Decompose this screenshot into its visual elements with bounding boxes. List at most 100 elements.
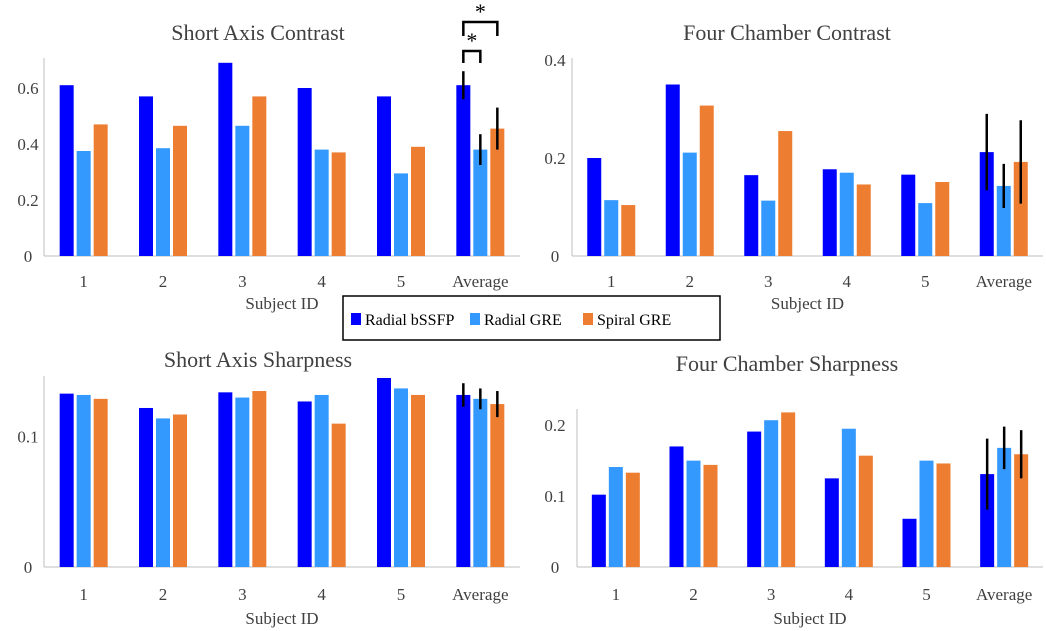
short-axis-sharpness-y-tick-label: 0 xyxy=(24,558,33,577)
legend: Radial bSSFP Radial GRE Spiral GRE xyxy=(342,295,721,341)
short-axis-sharpness-bar-radial-gre xyxy=(314,394,329,567)
four-chamber-contrast-bar-radial-gre xyxy=(682,152,697,256)
four-chamber-contrast-x-tick-label: 2 xyxy=(686,272,695,291)
four-chamber-sharpness-y-tick-label: 0.1 xyxy=(544,487,565,506)
four-chamber-sharpness-bar-radial-bssfp xyxy=(591,494,606,567)
four-chamber-sharpness-title: Four Chamber Sharpness xyxy=(676,351,898,376)
short-axis-sharpness-bar-radial-gre xyxy=(235,397,250,567)
short-axis-contrast-bar-spiral-gre xyxy=(173,125,187,256)
short-axis-contrast-bar-radial-bssfp xyxy=(456,85,471,256)
short-axis-contrast-bar-radial-gre xyxy=(314,149,329,256)
four-chamber-contrast-bar-spiral-gre xyxy=(621,205,636,256)
legend-label-radial-bssfp: Radial bSSFP xyxy=(365,312,454,329)
four-chamber-contrast-x-tick-label: 5 xyxy=(921,272,930,291)
four-chamber-sharpness-chart: Four Chamber Sharpness 0 0.1 0.2 1 2 3 4 5 Averag… xyxy=(544,351,1043,628)
legend-label-spiral-gre: Spiral GRE xyxy=(597,312,671,329)
four-chamber-sharpness-x-tick-label: 5 xyxy=(922,585,931,604)
short-axis-sharpness-bar-radial-gre xyxy=(473,398,488,567)
short-axis-sharpness-x-tick-label: 5 xyxy=(397,585,406,604)
legend-label-radial-gre: Radial GRE xyxy=(484,312,562,329)
four-chamber-contrast-bar-radial-gre xyxy=(996,185,1011,256)
four-chamber-sharpness-bar-radial-gre xyxy=(841,428,856,567)
short-axis-contrast-x-axis-label: Subject ID xyxy=(245,294,318,313)
legend-swatch-spiral-gre xyxy=(583,313,593,325)
four-chamber-sharpness-bar-spiral-gre xyxy=(858,455,873,567)
short-axis-contrast-bar-radial-bssfp xyxy=(218,62,233,256)
short-axis-contrast-significance-bracket xyxy=(462,49,482,63)
four-chamber-sharpness-bar-radial-bssfp xyxy=(902,518,917,567)
four-chamber-sharpness-x-tick-label: Average xyxy=(976,585,1032,604)
four-chamber-sharpness-bar-radial-gre xyxy=(608,467,623,567)
short-axis-contrast-title: Short Axis Contrast xyxy=(171,20,345,45)
short-axis-contrast-bar-spiral-gre xyxy=(331,152,346,256)
four-chamber-contrast-bar-radial-gre xyxy=(918,203,933,256)
short-axis-contrast-bar-radial-bssfp xyxy=(59,85,74,256)
short-axis-contrast-bar-radial-gre xyxy=(76,151,91,256)
short-axis-sharpness-x-tick-label: 1 xyxy=(79,585,88,604)
four-chamber-contrast-y-tick-label: 0 xyxy=(551,247,560,266)
four-chamber-contrast-bar-spiral-gre xyxy=(856,184,871,256)
short-axis-sharpness-chart: Short Axis Sharpness 0 0.1 1 2 3 4 5 Average Subj… xyxy=(17,347,520,628)
short-axis-contrast-x-tick-label: 2 xyxy=(159,272,168,291)
short-axis-sharpness-y-tick-label: 0.1 xyxy=(17,428,38,447)
four-chamber-sharpness-bar-spiral-gre xyxy=(781,412,796,567)
short-axis-sharpness-x-tick-label: 3 xyxy=(238,585,247,604)
short-axis-contrast-y-tick-label: 0.6 xyxy=(17,79,38,98)
four-chamber-contrast-bar-radial-bssfp xyxy=(901,174,916,256)
short-axis-contrast-bar-radial-bssfp xyxy=(297,88,312,256)
four-chamber-contrast-bar-spiral-gre xyxy=(935,182,950,256)
short-axis-sharpness-x-tick-label: 2 xyxy=(159,585,168,604)
four-chamber-sharpness-x-tick-label: 3 xyxy=(767,585,776,604)
four-chamber-sharpness-bar-spiral-gre xyxy=(1014,454,1029,567)
four-chamber-contrast-bar-radial-gre xyxy=(839,172,854,256)
four-chamber-sharpness-x-tick-label: 4 xyxy=(845,585,854,604)
four-chamber-sharpness-y-tick-label: 0 xyxy=(551,558,560,577)
chart-panels: Short Axis Contrast 0 0.2 0.4 0.6 1 2 3 4 5 Averag… xyxy=(17,0,1043,628)
short-axis-sharpness-bar-spiral-gre xyxy=(93,398,108,567)
short-axis-sharpness-bar-spiral-gre xyxy=(411,394,425,567)
short-axis-contrast-y-tick-label: 0.4 xyxy=(17,135,39,154)
four-chamber-contrast-bar-radial-bssfp xyxy=(979,152,994,256)
short-axis-contrast-x-tick-label: 4 xyxy=(317,272,326,291)
short-axis-sharpness-bar-spiral-gre xyxy=(331,423,346,567)
four-chamber-sharpness-bar-radial-gre xyxy=(686,460,701,567)
short-axis-sharpness-bar-spiral-gre xyxy=(252,391,267,567)
legend-box xyxy=(342,295,721,341)
short-axis-sharpness-bar-radial-bssfp xyxy=(59,393,74,567)
short-axis-contrast-significance-star: * xyxy=(475,0,486,24)
legend-swatch-radial-bssfp xyxy=(351,313,361,325)
four-chamber-contrast-x-tick-label: Average xyxy=(976,272,1032,291)
four-chamber-contrast-bar-spiral-gre xyxy=(1013,161,1028,256)
short-axis-contrast-bar-radial-gre xyxy=(156,148,170,256)
four-chamber-contrast-x-tick-label: 1 xyxy=(607,272,616,291)
short-axis-sharpness-title: Short Axis Sharpness xyxy=(164,347,352,372)
short-axis-contrast-bar-spiral-gre xyxy=(252,96,267,257)
short-axis-sharpness-bar-radial-bssfp xyxy=(218,392,233,567)
short-axis-contrast-bar-spiral-gre xyxy=(490,128,505,256)
short-axis-sharpness-x-axis-label: Subject ID xyxy=(245,609,318,628)
short-axis-contrast-y-tick-label: 0.2 xyxy=(17,191,38,210)
four-chamber-contrast-x-axis-label: Subject ID xyxy=(771,294,844,313)
short-axis-sharpness-x-tick-label: Average xyxy=(452,585,508,604)
short-axis-contrast-significance-bracket xyxy=(462,20,499,36)
four-chamber-contrast-bar-radial-gre xyxy=(761,200,776,256)
four-chamber-contrast-bar-radial-bssfp xyxy=(665,84,680,256)
four-chamber-contrast-bar-spiral-gre xyxy=(778,131,793,256)
four-chamber-sharpness-bar-radial-gre xyxy=(919,460,934,567)
short-axis-sharpness-bar-radial-gre xyxy=(156,418,170,567)
four-chamber-sharpness-bar-radial-bssfp xyxy=(824,478,839,567)
four-chamber-contrast-chart: Four Chamber Contrast 0 0.2 0.4 1 2 3 4 5 Average… xyxy=(544,20,1043,313)
short-axis-sharpness-bar-spiral-gre xyxy=(490,404,505,567)
four-chamber-contrast-x-tick-label: 4 xyxy=(843,272,852,291)
four-chamber-sharpness-bar-radial-gre xyxy=(764,420,779,567)
short-axis-contrast-bar-radial-gre xyxy=(235,125,250,256)
short-axis-contrast-bar-spiral-gre xyxy=(93,124,108,257)
short-axis-contrast-x-tick-label: 1 xyxy=(79,272,88,291)
four-chamber-contrast-y-tick-label: 0.4 xyxy=(544,51,566,70)
short-axis-contrast-bar-radial-gre xyxy=(394,173,408,256)
short-axis-contrast-y-tick-label: 0 xyxy=(24,247,33,266)
short-axis-contrast-bar-radial-bssfp xyxy=(377,96,391,257)
four-chamber-sharpness-bar-radial-bssfp xyxy=(747,431,762,567)
short-axis-contrast-bar-radial-bssfp xyxy=(139,96,153,257)
short-axis-contrast-chart: Short Axis Contrast 0 0.2 0.4 0.6 1 2 3 4 5 Averag… xyxy=(17,0,520,313)
